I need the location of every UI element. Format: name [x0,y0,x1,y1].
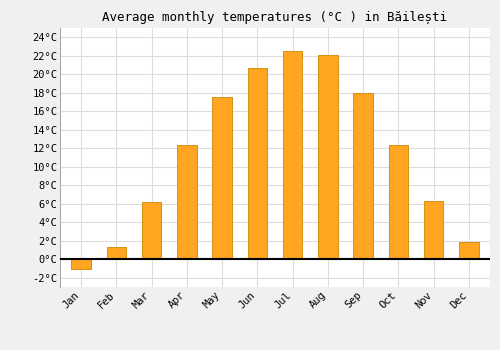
Bar [106,247,126,259]
Bar [283,51,302,259]
Bar [459,241,478,259]
Bar [248,68,267,259]
Bar [318,55,338,259]
Bar [142,202,162,259]
Bar [388,146,408,259]
Bar [212,97,232,259]
Bar [354,93,373,259]
Bar [72,259,91,268]
Bar [177,146,197,259]
Title: Average monthly temperatures (°C ) in Băilești: Average monthly temperatures (°C ) in Bă… [102,11,448,24]
Bar [424,201,444,259]
